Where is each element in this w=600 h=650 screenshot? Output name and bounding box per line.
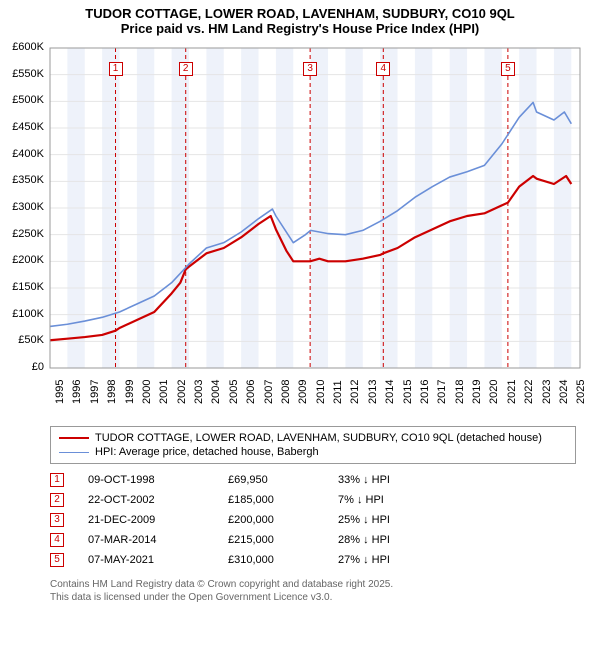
legend-label: HPI: Average price, detached house, Babe… <box>95 446 319 458</box>
plot-area: £0 £50K £100K £150K £200K £250K £300K £350K £400… <box>0 38 600 418</box>
y-tick-label: £50K <box>4 334 44 346</box>
transaction-pct: 28% ↓ HPI <box>338 534 428 546</box>
transaction-marker: 3 <box>50 513 64 527</box>
plot-svg <box>0 38 600 418</box>
x-tick-label: 2004 <box>210 380 222 404</box>
marker-box: 4 <box>376 62 390 76</box>
marker-box: 5 <box>501 62 515 76</box>
transaction-row: 1 09-OCT-1998£69,95033% ↓ HPI <box>50 470 576 490</box>
chart-title-main: TUDOR COTTAGE, LOWER ROAD, LAVENHAM, SUD… <box>10 6 590 21</box>
legend: TUDOR COTTAGE, LOWER ROAD, LAVENHAM, SUD… <box>50 426 576 464</box>
y-tick-label: £350K <box>4 174 44 186</box>
transaction-pct: 7% ↓ HPI <box>338 494 428 506</box>
y-tick-label: £450K <box>4 121 44 133</box>
y-tick-label: £400K <box>4 148 44 160</box>
transaction-price: £215,000 <box>228 534 338 546</box>
x-tick-label: 2007 <box>263 380 275 404</box>
y-tick-label: £600K <box>4 41 44 53</box>
transaction-row: 2 22-OCT-2002£185,0007% ↓ HPI <box>50 490 576 510</box>
x-tick-label: 2016 <box>419 380 431 404</box>
x-tick-label: 2025 <box>575 380 587 404</box>
y-tick-label: £500K <box>4 94 44 106</box>
legend-item: HPI: Average price, detached house, Babe… <box>59 445 567 459</box>
x-tick-label: 1996 <box>71 380 83 404</box>
transaction-date: 09-OCT-1998 <box>88 474 228 486</box>
x-tick-label: 2002 <box>176 380 188 404</box>
y-tick-label: £150K <box>4 281 44 293</box>
y-tick-label: £250K <box>4 228 44 240</box>
title-block: TUDOR COTTAGE, LOWER ROAD, LAVENHAM, SUD… <box>0 0 600 38</box>
x-tick-label: 2019 <box>471 380 483 404</box>
x-tick-label: 2021 <box>506 380 518 404</box>
transaction-pct: 25% ↓ HPI <box>338 514 428 526</box>
y-tick-label: £300K <box>4 201 44 213</box>
marker-box: 2 <box>179 62 193 76</box>
y-tick-label: £550K <box>4 68 44 80</box>
x-tick-label: 2015 <box>402 380 414 404</box>
x-tick-label: 2005 <box>228 380 240 404</box>
transaction-price: £69,950 <box>228 474 338 486</box>
transaction-marker: 1 <box>50 473 64 487</box>
transaction-date: 07-MAR-2014 <box>88 534 228 546</box>
chart-container: TUDOR COTTAGE, LOWER ROAD, LAVENHAM, SUD… <box>0 0 600 604</box>
transaction-row: 5 07-MAY-2021£310,00027% ↓ HPI <box>50 550 576 570</box>
x-tick-label: 2013 <box>367 380 379 404</box>
x-tick-label: 2023 <box>541 380 553 404</box>
legend-swatch <box>59 437 89 439</box>
x-tick-label: 1999 <box>124 380 136 404</box>
transaction-marker: 4 <box>50 533 64 547</box>
transaction-price: £200,000 <box>228 514 338 526</box>
x-tick-label: 2010 <box>315 380 327 404</box>
x-tick-label: 2024 <box>558 380 570 404</box>
transactions-table: 1 09-OCT-1998£69,95033% ↓ HPI 2 22-OCT-2002… <box>50 470 576 570</box>
y-tick-label: £0 <box>4 361 44 373</box>
x-tick-label: 1998 <box>106 380 118 404</box>
y-tick-label: £200K <box>4 254 44 266</box>
x-tick-label: 2022 <box>523 380 535 404</box>
transaction-row: 3 21-DEC-2009£200,00025% ↓ HPI <box>50 510 576 530</box>
x-tick-label: 2012 <box>349 380 361 404</box>
transaction-date: 21-DEC-2009 <box>88 514 228 526</box>
legend-swatch <box>59 452 89 453</box>
transaction-pct: 33% ↓ HPI <box>338 474 428 486</box>
transaction-marker: 2 <box>50 493 64 507</box>
transaction-price: £185,000 <box>228 494 338 506</box>
marker-box: 1 <box>109 62 123 76</box>
legend-item: TUDOR COTTAGE, LOWER ROAD, LAVENHAM, SUD… <box>59 431 567 445</box>
x-tick-label: 2003 <box>193 380 205 404</box>
x-tick-label: 2011 <box>332 380 344 404</box>
footer-line-2: This data is licensed under the Open Gov… <box>50 591 590 604</box>
transaction-marker: 5 <box>50 553 64 567</box>
x-tick-label: 2014 <box>384 380 396 404</box>
transaction-date: 07-MAY-2021 <box>88 554 228 566</box>
marker-box: 3 <box>303 62 317 76</box>
y-tick-label: £100K <box>4 308 44 320</box>
x-tick-label: 1995 <box>54 380 66 404</box>
x-tick-label: 2000 <box>141 380 153 404</box>
x-tick-label: 2006 <box>245 380 257 404</box>
legend-label: TUDOR COTTAGE, LOWER ROAD, LAVENHAM, SUD… <box>95 432 542 444</box>
x-tick-label: 2020 <box>488 380 500 404</box>
transaction-date: 22-OCT-2002 <box>88 494 228 506</box>
x-tick-label: 1997 <box>89 380 101 404</box>
footer-line-1: Contains HM Land Registry data © Crown c… <box>50 578 590 591</box>
x-tick-label: 2018 <box>454 380 466 404</box>
x-tick-label: 2009 <box>297 380 309 404</box>
transaction-price: £310,000 <box>228 554 338 566</box>
x-tick-label: 2001 <box>158 380 170 404</box>
chart-title-sub: Price paid vs. HM Land Registry's House … <box>10 21 590 36</box>
transaction-row: 4 07-MAR-2014£215,00028% ↓ HPI <box>50 530 576 550</box>
footer: Contains HM Land Registry data © Crown c… <box>50 578 590 604</box>
x-tick-label: 2008 <box>280 380 292 404</box>
transaction-pct: 27% ↓ HPI <box>338 554 428 566</box>
x-tick-label: 2017 <box>436 380 448 404</box>
